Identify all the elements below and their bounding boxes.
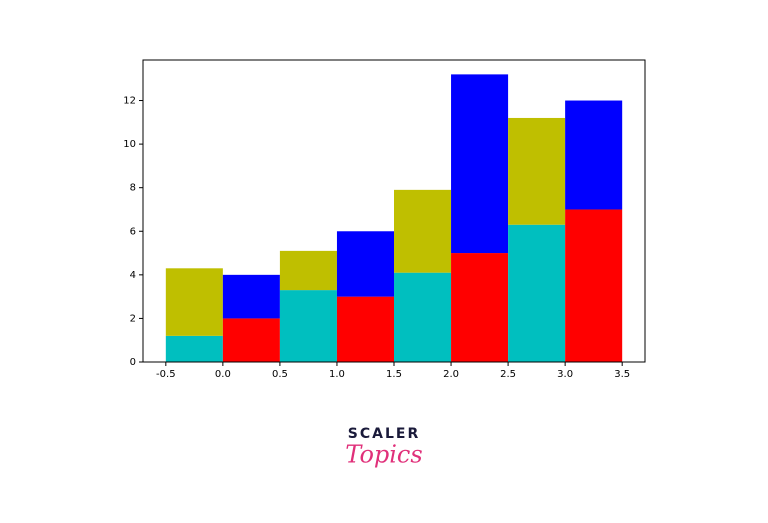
x-tick-label: 2.0 [443,369,459,380]
logo-product: Topics [345,441,422,469]
bar-segment [279,290,337,362]
y-tick-label: 0 [130,357,136,368]
bar-segment [565,100,623,210]
x-tick-label: 1.5 [386,369,402,380]
bar-segment [394,272,452,362]
bar-segment [336,231,394,297]
bar-segment [451,253,509,362]
bar-segment [165,335,223,362]
bar-segment [222,318,280,362]
x-tick-label: 0.0 [215,369,231,380]
logo-brand: SCALER [348,426,420,442]
y-tick-label: 10 [123,139,136,150]
x-tick-label: 1.0 [329,369,345,380]
bar-segment [279,250,337,291]
y-tick-label: 6 [130,226,136,237]
y-tick-label: 12 [123,96,136,107]
bar-segment [222,274,280,319]
x-tick-label: 0.5 [272,369,288,380]
x-tick-label: -0.5 [156,369,176,380]
bar-segment [508,224,566,362]
bar-segment [165,268,223,336]
y-tick-label: 8 [130,183,136,194]
x-tick-label: 2.5 [500,369,516,380]
bar-segment [336,296,394,362]
y-tick-label: 2 [130,313,136,324]
bar-segment [394,189,452,273]
y-tick-label: 4 [130,270,136,281]
x-tick-label: 3.0 [557,369,573,380]
x-tick-label: 3.5 [614,369,630,380]
bar-segment [565,209,623,362]
bar-segment [451,74,509,254]
bar-segment [508,117,566,225]
